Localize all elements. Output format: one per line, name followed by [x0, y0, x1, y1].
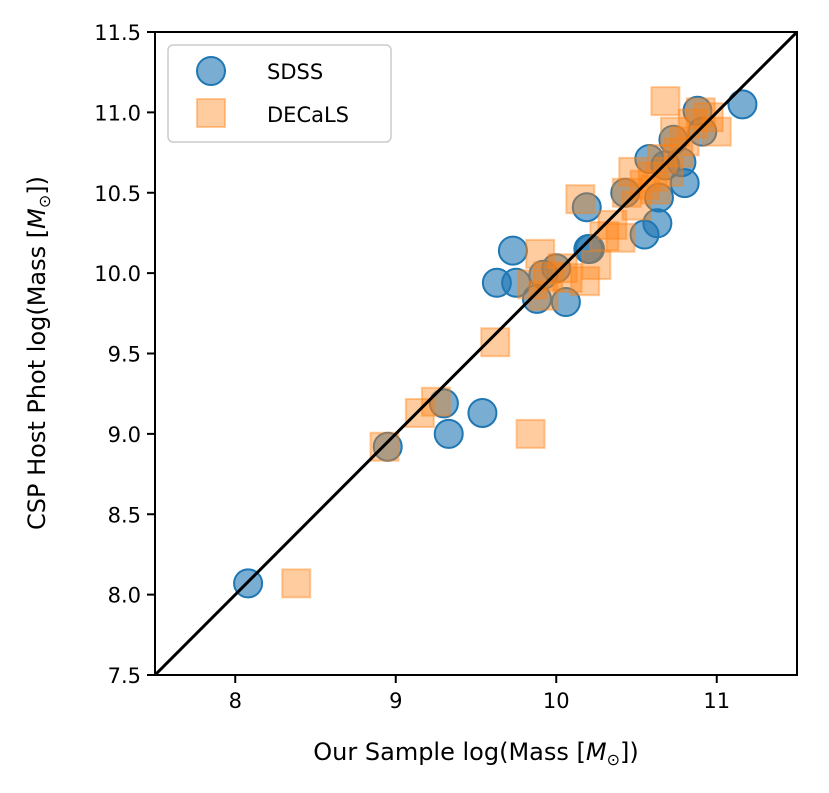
- decals-point: [565, 184, 596, 215]
- sdss-point: [643, 182, 674, 213]
- sdss-point: [727, 89, 758, 120]
- sdss-point: [571, 192, 602, 223]
- sdss-point: [550, 287, 581, 318]
- legend-decals-marker: [196, 98, 226, 128]
- decals-point: [525, 238, 556, 269]
- decals-point: [281, 568, 312, 599]
- sdss-point: [372, 431, 403, 462]
- y-tick-label: 11.5: [94, 21, 141, 45]
- sdss-point: [574, 234, 605, 265]
- decals-point: [650, 86, 681, 117]
- legend: SDSS DECaLS: [167, 44, 392, 143]
- decals-point: [404, 397, 435, 428]
- x-axis-label: Our Sample log(Mass [M⊙]): [313, 738, 638, 769]
- decals-point: [660, 116, 691, 147]
- x-axis-ticks: 8 9 10 11: [229, 675, 730, 713]
- y-axis-ticks: 7.5 8.0 8.5 9.0 9.5 10.0 10.5 11.0 11.5: [94, 21, 155, 688]
- y-tick-label: 8.5: [108, 503, 141, 527]
- legend-sdss-label: SDSS: [267, 60, 323, 84]
- decals-point: [685, 97, 716, 128]
- y-tick-label: 9.5: [108, 343, 141, 367]
- sdss-point: [610, 177, 641, 208]
- y-tick-label: 8.0: [108, 584, 141, 608]
- decals-point: [701, 116, 732, 147]
- y-tick-label: 10.5: [94, 182, 141, 206]
- decals-point: [605, 222, 636, 253]
- points-layer: [233, 86, 758, 599]
- sdss-point: [501, 267, 532, 298]
- x-tick-label: 11: [703, 689, 730, 713]
- x-tick-label: 8: [229, 689, 242, 713]
- legend-decals-label: DECaLS: [267, 103, 349, 127]
- decals-point: [570, 266, 601, 297]
- decals-point: [515, 418, 546, 449]
- decals-point: [618, 156, 649, 187]
- legend-sdss-marker: [196, 56, 226, 86]
- sdss-point: [541, 253, 572, 284]
- y-tick-label: 7.5: [108, 664, 141, 688]
- decals-point: [693, 102, 724, 133]
- sdss-point: [433, 418, 464, 449]
- x-tick-label: 9: [389, 689, 402, 713]
- decals-point: [533, 261, 564, 292]
- x-tick-label: 10: [543, 689, 570, 713]
- sdss-point: [467, 397, 498, 428]
- decals-point: [669, 126, 700, 157]
- y-tick-label: 10.0: [94, 262, 141, 286]
- plot-area: [154, 31, 798, 676]
- sdss-point: [428, 388, 459, 419]
- y-axis-label: CSP Host Phot log(Mass [M⊙]): [23, 176, 54, 530]
- identity-reference-line: [155, 32, 797, 675]
- sdss-point: [669, 168, 700, 199]
- y-tick-label: 11.0: [94, 101, 141, 125]
- decals-point: [581, 250, 612, 281]
- decals-point: [517, 269, 548, 300]
- y-tick-label: 9.0: [108, 423, 141, 447]
- sdss-point: [687, 116, 718, 147]
- sdss-point: [497, 235, 528, 266]
